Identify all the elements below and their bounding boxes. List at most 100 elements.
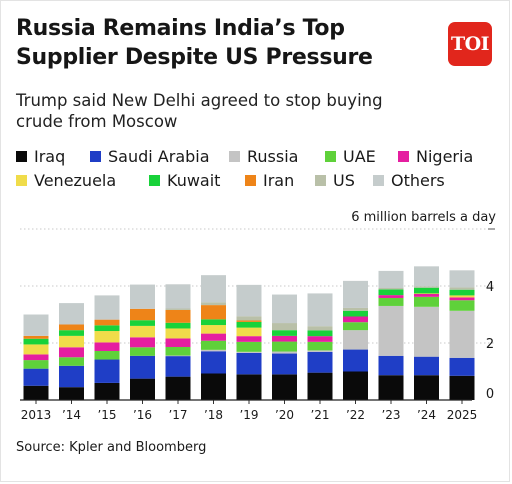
bar-segment-uae xyxy=(130,347,155,356)
legend-item-russia: Russia xyxy=(229,144,298,168)
legend-item-venezuela: Venezuela xyxy=(16,168,116,192)
bar-segment-others xyxy=(201,275,226,303)
y-axis-unit-label: 6 million barrels a day xyxy=(351,210,496,225)
bar-segment-russia xyxy=(414,306,439,357)
legend-swatch xyxy=(245,174,256,186)
bar-segment-nigeria xyxy=(165,338,191,347)
x-tick-label: ’15 xyxy=(97,408,116,422)
bar-segment-uae xyxy=(23,360,49,369)
toi-logo: TOI xyxy=(448,22,492,66)
legend-item-us: US xyxy=(315,168,355,192)
bar-segment-nigeria xyxy=(307,336,333,342)
bar-segment-kuwait xyxy=(130,320,155,326)
bar-segment-saudi-arabia xyxy=(343,349,368,372)
x-tick-label: 2013 xyxy=(21,408,52,422)
bar-segment-uae xyxy=(59,357,84,366)
legend-label: UAE xyxy=(343,146,376,166)
bar-segment-others xyxy=(343,280,368,308)
bars xyxy=(23,266,475,400)
bar-segment-uae xyxy=(165,346,191,356)
bar-segment-iraq xyxy=(59,387,84,400)
bar-segment-saudi-arabia xyxy=(165,356,191,377)
bar-segment-iraq xyxy=(94,382,120,400)
bar-segment-nigeria xyxy=(449,297,475,301)
bar-segment-kuwait xyxy=(23,338,49,345)
bar-segment-nigeria xyxy=(201,333,226,341)
x-tick-label: ’16 xyxy=(133,408,152,422)
bar-segment-kuwait xyxy=(201,319,226,326)
bar-segment-uae xyxy=(378,297,404,306)
legend-label: Iraq xyxy=(34,146,66,166)
legend: Iraq Saudi Arabia Russia UAE Nigeria Ven… xyxy=(16,144,506,192)
x-tick-label: ’21 xyxy=(310,408,329,422)
bar-segment-iran xyxy=(23,335,49,339)
bar-segment-saudi-arabia xyxy=(236,352,262,375)
bar-segment-nigeria xyxy=(23,354,49,361)
legend-swatch xyxy=(325,150,336,162)
bar-segment-us xyxy=(201,302,226,306)
chart-title: Russia Remains India’s Top Supplier Desp… xyxy=(16,14,416,72)
legend-swatch xyxy=(149,174,160,186)
bar-segment-iraq xyxy=(378,375,404,400)
bar-segment-nigeria xyxy=(414,293,439,297)
legend-row-1: Iraq Saudi Arabia Russia UAE Nigeria xyxy=(16,144,506,168)
bar-segment-saudi-arabia xyxy=(307,351,333,373)
legend-swatch xyxy=(16,150,27,162)
bar-segment-others xyxy=(449,270,475,288)
bar-segment-others xyxy=(378,270,404,288)
legend-label: US xyxy=(333,170,355,190)
bar-segment-nigeria xyxy=(59,347,84,358)
bar-segment-us xyxy=(236,316,262,321)
legend-item-nigeria: Nigeria xyxy=(398,144,473,168)
legend-item-kuwait: Kuwait xyxy=(149,168,220,192)
bar-segment-saudi-arabia xyxy=(23,368,49,386)
legend-item-iraq: Iraq xyxy=(16,144,65,168)
bar-segment-others xyxy=(165,284,191,309)
bar-segment-saudi-arabia xyxy=(130,355,155,379)
legend-swatch xyxy=(315,174,326,186)
bar-segment-kuwait xyxy=(272,330,297,336)
bar-segment-venezuela xyxy=(94,331,120,343)
bar-segment-saudi-arabia xyxy=(201,351,226,374)
bar-segment-venezuela xyxy=(23,344,49,355)
x-tick-label: ’23 xyxy=(381,408,400,422)
bar-segment-others xyxy=(130,284,155,309)
bar-segment-iran xyxy=(130,308,155,321)
bar-segment-others xyxy=(236,284,262,317)
bar-segment-iraq xyxy=(165,376,191,400)
legend-item-uae: UAE xyxy=(325,144,376,168)
x-tick-label: ’22 xyxy=(346,408,365,422)
bar-segment-russia xyxy=(201,349,226,352)
bar-segment-uae xyxy=(307,341,333,351)
subtitle-line-2: crude from Moscow xyxy=(16,112,178,131)
chart-subtitle: Trump said New Delhi agreed to stop buyi… xyxy=(16,90,456,132)
bar-segment-iraq xyxy=(130,378,155,400)
bar-segment-kuwait xyxy=(236,321,262,328)
bar-segment-us xyxy=(378,287,404,290)
bar-segment-iraq xyxy=(272,374,297,400)
legend-label: Nigeria xyxy=(416,146,474,166)
bar-segment-others xyxy=(414,266,439,287)
bar-segment-kuwait xyxy=(378,289,404,296)
bar-segment-iran xyxy=(165,309,191,323)
subtitle-line-1: Trump said New Delhi agreed to stop buyi… xyxy=(16,91,383,110)
x-tick-label: ’24 xyxy=(417,408,436,422)
x-tick-label: ’17 xyxy=(168,408,187,422)
bar-segment-iran xyxy=(94,319,120,326)
bar-segment-others xyxy=(23,314,49,336)
bar-segment-russia xyxy=(449,310,475,358)
bar-segment-russia xyxy=(236,351,262,353)
bar-segment-others xyxy=(307,293,333,327)
x-tick-label: ’18 xyxy=(204,408,223,422)
legend-swatch xyxy=(16,174,27,186)
bar-segment-saudi-arabia xyxy=(94,359,120,383)
bar-segment-kuwait xyxy=(343,310,368,317)
bar-segment-venezuela xyxy=(130,325,155,338)
bar-segment-russia xyxy=(343,330,368,350)
bar-segment-uae xyxy=(272,341,297,352)
bar-segment-iraq xyxy=(236,374,262,400)
bar-segment-russia xyxy=(165,355,191,357)
legend-label: Venezuela xyxy=(34,170,117,190)
x-tick-label: ’14 xyxy=(62,408,81,422)
